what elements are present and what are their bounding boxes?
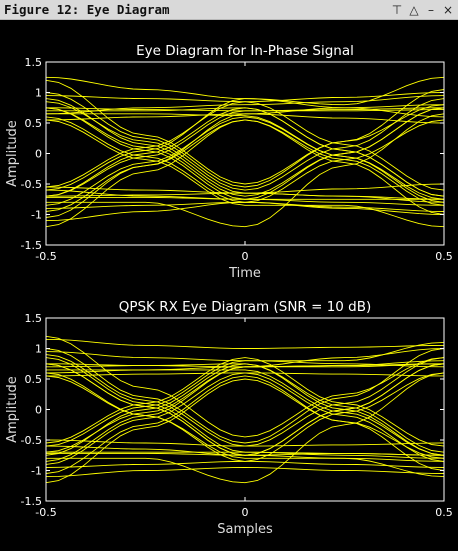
eye-trace-12 xyxy=(46,98,444,191)
eye-trace-2 xyxy=(46,338,444,349)
eye-trace-16 xyxy=(46,116,444,206)
eye-trace-17 xyxy=(46,357,444,447)
y-tick-label: 1.5 xyxy=(25,56,43,69)
minimize-icon[interactable]: – xyxy=(428,3,434,17)
close-icon[interactable]: × xyxy=(442,3,454,17)
eye-trace-14 xyxy=(46,89,444,188)
eye-trace-18 xyxy=(46,375,444,474)
eye-trace-29 xyxy=(46,119,444,228)
y-tick-label: 1 xyxy=(35,87,42,100)
eye-trace-17 xyxy=(46,101,444,191)
eye-trace-22 xyxy=(46,363,444,456)
window-controls: ⊤ △ – × xyxy=(391,1,454,19)
y-axis-label: Amplitude xyxy=(5,120,20,187)
y-tick-label: 0 xyxy=(35,148,42,161)
y-tick-label: 0 xyxy=(35,404,42,417)
pin-icon[interactable]: ⊤ xyxy=(391,3,403,17)
window-title: Figure 12: Eye Diagram xyxy=(4,2,170,17)
eye-trace-23 xyxy=(46,98,444,203)
x-axis-label: Time xyxy=(228,266,261,281)
traces-in-phase xyxy=(46,76,444,228)
y-tick-label: 1.5 xyxy=(25,312,43,325)
y-tick-label: 0.5 xyxy=(25,373,43,386)
eye-trace-26 xyxy=(46,378,444,484)
undock-icon[interactable]: △ xyxy=(409,3,419,17)
x-tick-label: 0.5 xyxy=(435,250,453,263)
axes-box-in-phase xyxy=(45,61,445,246)
eye-trace-24 xyxy=(46,104,444,212)
eye-trace-25 xyxy=(46,335,444,438)
eye-trace-13 xyxy=(46,372,444,462)
y-tick-label: -1 xyxy=(31,209,42,222)
eye-trace-27 xyxy=(46,369,444,456)
axes-box-qpsk-rx xyxy=(45,317,445,502)
traces-qpsk-rx xyxy=(46,335,444,484)
window-titlebar: Figure 12: Eye Diagram ⊤ △ – × xyxy=(0,0,458,20)
eye-trace-2 xyxy=(46,92,444,103)
y-tick-label: -1.5 xyxy=(21,239,42,252)
eye-trace-12 xyxy=(46,354,444,447)
eye-trace-14 xyxy=(46,348,444,444)
eye-trace-20 xyxy=(46,363,444,453)
y-tick-label: -1 xyxy=(31,465,42,478)
eye-trace-26 xyxy=(46,119,444,228)
eye-trace-11 xyxy=(46,107,444,197)
eye-trace-16 xyxy=(46,372,444,465)
eye-trace-21 xyxy=(46,109,444,197)
eye-trace-22 xyxy=(46,107,444,200)
eye-trace-23 xyxy=(46,357,444,459)
x-tick-label: -0.5 xyxy=(35,250,56,263)
eye-trace-19 xyxy=(46,107,444,200)
eye-trace-15 xyxy=(46,107,444,197)
eye-trace-20 xyxy=(46,107,444,197)
eye-trace-13 xyxy=(46,116,444,203)
eye-trace-30 xyxy=(46,341,444,447)
eye-trace-25 xyxy=(46,79,444,185)
eye-trace-9 xyxy=(46,467,444,478)
eye-trace-24 xyxy=(46,360,444,462)
eye-trace-28 xyxy=(46,372,444,484)
y-tick-label: 1 xyxy=(35,343,42,356)
y-tick-label: -1.5 xyxy=(21,495,42,508)
eye-trace-8 xyxy=(46,183,444,194)
chart-title: QPSK RX Eye Diagram (SNR = 10 dB) xyxy=(119,299,372,315)
eye-trace-3 xyxy=(46,113,444,124)
chart-title: Eye Diagram for In-Phase Signal xyxy=(136,43,354,59)
y-tick-label: -0.5 xyxy=(21,434,42,447)
eye-trace-27 xyxy=(46,113,444,200)
x-tick-label: 0 xyxy=(242,250,249,263)
eye-trace-30 xyxy=(46,76,444,191)
y-axis-label: Amplitude xyxy=(5,376,20,443)
y-tick-label: -0.5 xyxy=(21,178,42,191)
eye-trace-28 xyxy=(46,113,444,228)
eye-trace-5 xyxy=(46,95,444,115)
eye-trace-29 xyxy=(46,375,444,478)
x-axis-label: Samples xyxy=(217,522,273,537)
x-tick-label: 0.5 xyxy=(435,506,453,519)
x-tick-label: -0.5 xyxy=(35,506,56,519)
y-tick-label: 0.5 xyxy=(25,117,43,130)
x-tick-label: 0 xyxy=(242,506,249,519)
